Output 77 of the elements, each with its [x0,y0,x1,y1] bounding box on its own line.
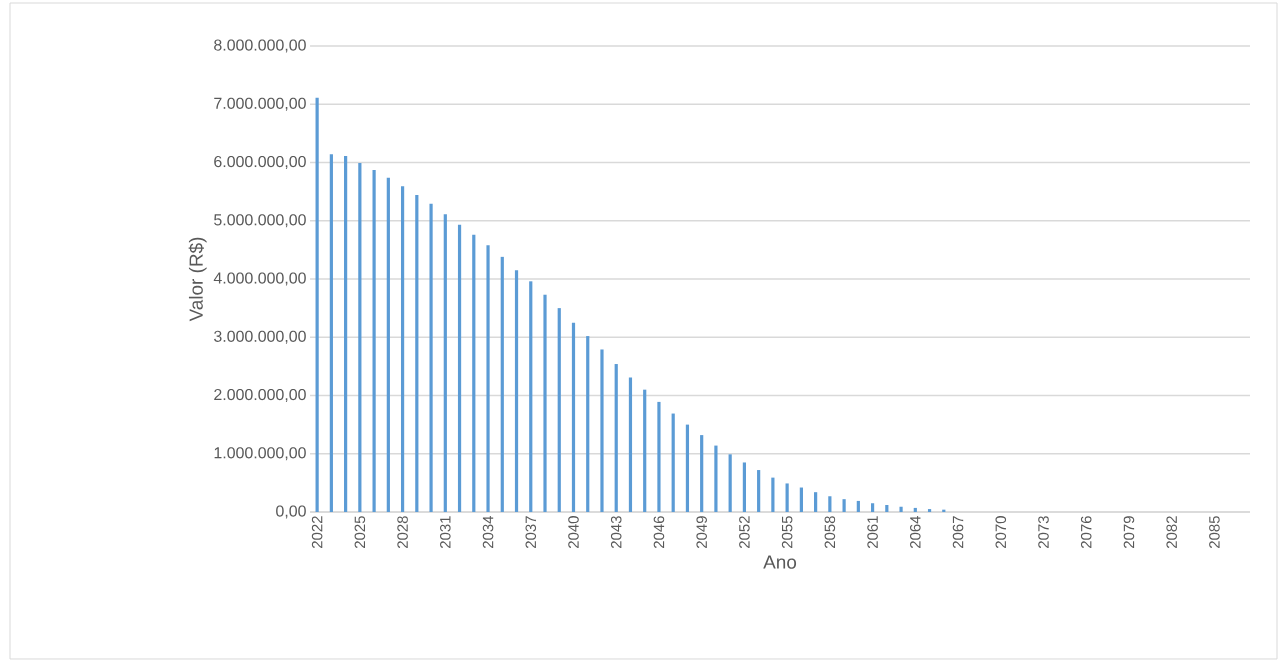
bar [614,364,618,512]
x-tick-label: 2031 [440,516,451,548]
bar [700,435,704,512]
x-tick-label: 2055 [781,516,793,548]
bar [586,336,590,512]
bar [472,234,476,512]
bar [799,487,803,512]
bar [529,281,533,512]
bar [500,256,504,512]
bar [757,470,761,512]
bar [514,270,519,512]
bar [671,413,675,512]
x-tick-label: 2034 [482,515,494,548]
bar [600,349,604,512]
x-tick-label: 2082 [1166,516,1177,548]
bar [913,507,917,512]
bar [429,203,433,512]
bar [372,170,376,512]
bar [315,97,319,512]
x-tick-label: 2025 [354,516,366,548]
x-tick-label: 2079 [1123,516,1135,548]
bar [870,503,875,512]
bar [386,177,390,512]
x-tick-label: 2064 [910,515,921,548]
bar [685,424,690,512]
bar [856,500,860,512]
x-tick-label: 2046 [653,516,665,548]
x-tick-label: 2052 [739,516,750,548]
y-tick-label: 3.000.000,00 [214,330,306,344]
bar [400,186,405,512]
x-tick-label: 2067 [952,516,964,548]
bar [628,377,633,512]
x-tick-label: 2073 [1038,516,1049,548]
bar [842,499,846,512]
y-axis-title: Valor (R$) [188,237,207,322]
y-tick-label: 0,00 [276,505,306,519]
bar [443,214,447,512]
bar [571,322,576,512]
y-tick-label: 8.000.000,00 [214,39,306,53]
x-tick-label: 2037 [525,516,537,548]
x-tick-label: 2061 [867,516,878,548]
bar [344,156,348,512]
x-axis-title: Ano [763,555,797,569]
bar [927,509,932,512]
bar [885,505,889,512]
y-tick-label: 1.000.000,00 [214,447,306,461]
bar [557,308,561,512]
bar [457,224,462,512]
bar [728,454,732,512]
x-tick-label: 2040 [568,516,579,548]
y-tick-label: 4.000.000,00 [213,272,306,286]
y-tick-label: 5.000.000,00 [214,214,306,228]
bar [486,245,490,512]
bar [828,496,832,512]
bar [785,483,789,512]
x-tick-label: 2043 [610,516,622,548]
bar [643,389,647,512]
x-tick-label: 2049 [696,516,707,548]
x-tick-label: 2085 [1209,516,1220,548]
bar [742,462,746,512]
bar [657,401,661,512]
y-tick-label: 7.000.000,00 [214,97,306,111]
bar [814,492,818,512]
x-tick-label: 2028 [397,516,408,548]
bar [771,477,775,512]
bar [358,163,362,512]
bar [543,294,547,512]
y-tick-label: 6.000.000,00 [214,155,306,170]
x-tick-label: 2076 [1080,516,1092,548]
y-tick-label: 2.000.000,00 [214,388,306,403]
x-tick-label: 2070 [995,516,1007,548]
bar [714,445,718,512]
bar [415,195,419,512]
bar [329,154,333,512]
x-tick-label: 2058 [824,516,836,548]
bar [899,506,903,512]
x-tick-label: 2022 [311,516,323,548]
